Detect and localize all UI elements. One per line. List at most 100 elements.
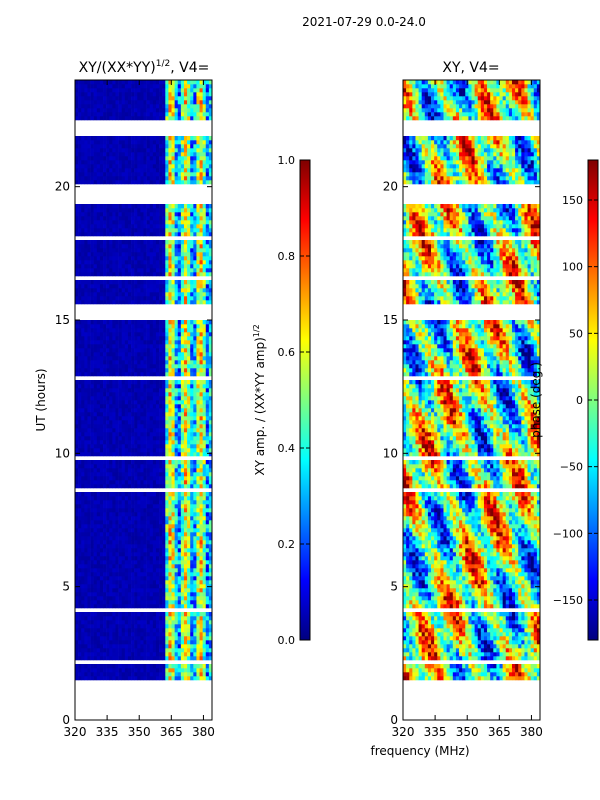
- amp-heatmap-cell: [124, 424, 129, 429]
- amp-heatmap-cell: [124, 664, 129, 669]
- amp-heatmap-cell: [118, 564, 122, 569]
- amp-heatmap-cell: [124, 576, 129, 581]
- amp-heatmap-cell: [152, 580, 157, 585]
- amp-heatmap-cell: [193, 416, 197, 421]
- amp-heatmap-cell: [143, 464, 147, 469]
- amp-heatmap-cell: [87, 460, 91, 465]
- amp-heatmap-cell: [127, 268, 132, 273]
- amp-heatmap-cell: [152, 652, 157, 657]
- amp-heatmap-cell: [81, 588, 85, 593]
- amp-heatmap-cell: [124, 368, 129, 373]
- amp-heatmap-cell: [137, 384, 141, 389]
- amp-heatmap-cell: [174, 636, 179, 641]
- amp-heatmap-cell: [81, 676, 85, 681]
- amp-heatmap-cell: [84, 228, 88, 233]
- amp-heatmap-cell: [131, 468, 135, 473]
- amp-heatmap-cell: [87, 580, 91, 585]
- amp-heatmap-cell: [171, 656, 175, 661]
- amp-heatmap-cell: [193, 252, 197, 257]
- amp-heatmap-cell: [99, 412, 104, 417]
- amp-heatmap-cell: [205, 284, 210, 289]
- amp-heatmap-cell: [106, 612, 110, 617]
- amp-heatmap-cell: [187, 624, 191, 629]
- amp-heatmap-cell: [96, 180, 101, 185]
- amp-heatmap-cell: [121, 268, 126, 273]
- amp-heatmap-cell: [121, 168, 126, 173]
- amp-heatmap-cell: [124, 176, 129, 181]
- amp-heatmap-cell: [168, 668, 172, 673]
- amp-heatmap-cell: [152, 396, 157, 401]
- amp-heatmap-cell: [81, 484, 85, 489]
- amp-heatmap-cell: [96, 552, 101, 557]
- amp-heatmap-cell: [177, 628, 182, 633]
- amp-heatmap-cell: [78, 284, 82, 289]
- amp-heatmap-cell: [187, 548, 191, 553]
- amp-heatmap-cell: [75, 468, 79, 473]
- amp-heatmap-cell: [146, 336, 151, 341]
- amp-heatmap-cell: [146, 640, 151, 645]
- amp-heatmap-cell: [121, 208, 126, 213]
- amp-heatmap-cell: [115, 160, 119, 165]
- amp-heatmap-cell: [162, 664, 166, 669]
- amp-heatmap-cell: [87, 420, 91, 425]
- amp-heatmap-cell: [75, 292, 79, 297]
- amp-heatmap-cell: [180, 472, 185, 477]
- amp-heatmap-cell: [99, 164, 104, 169]
- amp-heatmap-cell: [90, 604, 94, 609]
- amp-heatmap-cell: [124, 448, 129, 453]
- amp-heatmap-cell: [183, 528, 188, 533]
- amp-heatmap-cell: [81, 504, 85, 509]
- amp-heatmap-cell: [174, 380, 179, 385]
- amp-heatmap-cell: [205, 600, 210, 605]
- amp-heatmap-cell: [127, 224, 132, 229]
- amp-heatmap-cell: [168, 636, 172, 641]
- amp-heatmap-cell: [87, 344, 91, 349]
- amp-heatmap-cell: [190, 600, 194, 605]
- amp-heatmap-cell: [168, 392, 172, 397]
- amp-heatmap-cell: [112, 568, 116, 573]
- amp-heatmap-cell: [90, 176, 94, 181]
- amp-heatmap-cell: [165, 428, 169, 433]
- amp-heatmap-cell: [199, 644, 203, 649]
- amp-heatmap-cell: [115, 452, 119, 457]
- amp-heatmap-cell: [131, 356, 135, 361]
- amp-heatmap-cell: [99, 532, 104, 537]
- amp-heatmap-cell: [152, 176, 157, 181]
- amp-heatmap-cell: [118, 472, 122, 477]
- amp-heatmap-cell: [112, 464, 116, 469]
- amp-heatmap-cell: [96, 264, 101, 269]
- amp-heatmap-cell: [177, 412, 182, 417]
- amp-heatmap-cell: [196, 600, 200, 605]
- amp-heatmap-cell: [187, 560, 191, 565]
- amp-heatmap-cell: [109, 616, 113, 621]
- amp-heatmap-cell: [103, 504, 107, 509]
- amp-heatmap-cell: [115, 652, 119, 657]
- amp-heatmap-cell: [146, 372, 151, 377]
- amp-heatmap-cell: [165, 548, 169, 553]
- amp-heatmap-cell: [155, 240, 160, 245]
- amp-heatmap-cell: [103, 572, 107, 577]
- amp-heatmap-cell: [106, 160, 110, 165]
- amp-heatmap-cell: [131, 500, 135, 505]
- amp-heatmap-cell: [93, 640, 98, 645]
- amp-heatmap-cell: [109, 536, 113, 541]
- amp-heatmap-cell: [93, 464, 98, 469]
- amp-heatmap-cell: [155, 336, 160, 341]
- amp-heatmap-cell: [177, 676, 182, 681]
- amp-heatmap-cell: [90, 500, 94, 505]
- amp-heatmap-cell: [205, 580, 210, 585]
- amp-heatmap-cell: [127, 372, 132, 377]
- amp-heatmap-cell: [165, 180, 169, 185]
- amp-heatmap-cell: [205, 512, 210, 517]
- amp-heatmap-cell: [93, 572, 98, 577]
- amp-heatmap-cell: [143, 600, 147, 605]
- amp-heatmap-cell: [115, 176, 119, 181]
- amp-heatmap-cell: [96, 420, 101, 425]
- amp-heatmap-cell: [78, 640, 82, 645]
- amp-heatmap-cell: [146, 536, 151, 541]
- amp-heatmap-cell: [81, 208, 85, 213]
- amp-heatmap-cell: [149, 644, 154, 649]
- amp-heatmap-cell: [75, 176, 79, 181]
- amp-heatmap-cell: [177, 652, 182, 657]
- amp-heatmap-cell: [137, 180, 141, 185]
